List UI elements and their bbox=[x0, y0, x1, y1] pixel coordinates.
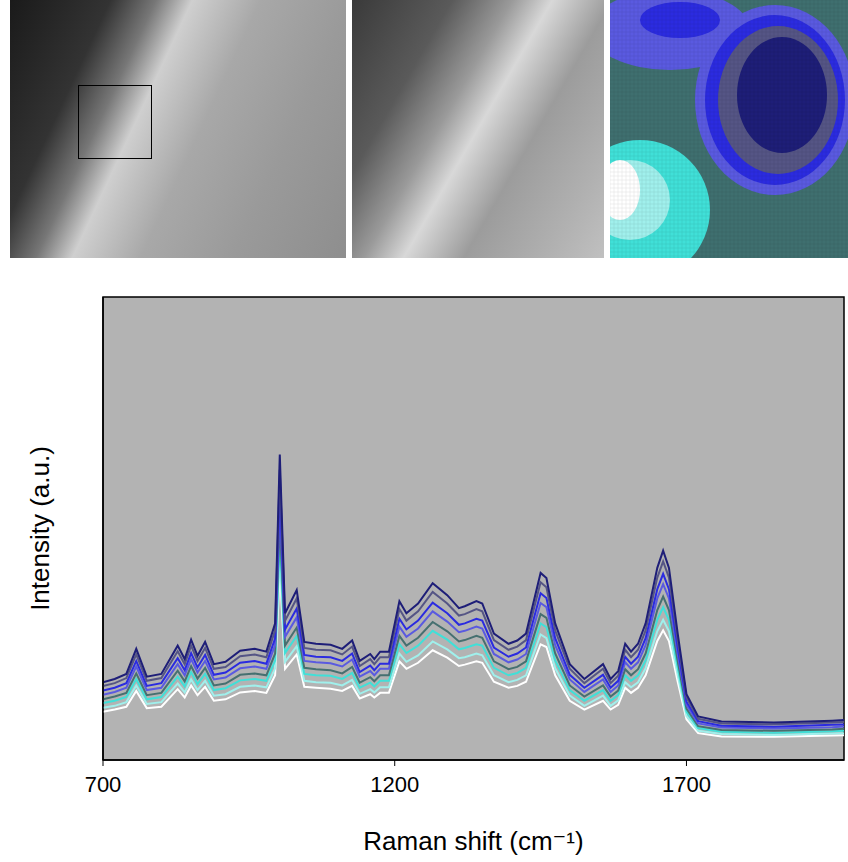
svg-text:1200: 1200 bbox=[370, 772, 419, 797]
svg-text:Raman shift (cm⁻¹): Raman shift (cm⁻¹) bbox=[363, 826, 583, 856]
svg-text:1700: 1700 bbox=[662, 772, 711, 797]
svg-text:Intensity (a.u.): Intensity (a.u.) bbox=[25, 446, 55, 611]
svg-text:700: 700 bbox=[85, 772, 122, 797]
